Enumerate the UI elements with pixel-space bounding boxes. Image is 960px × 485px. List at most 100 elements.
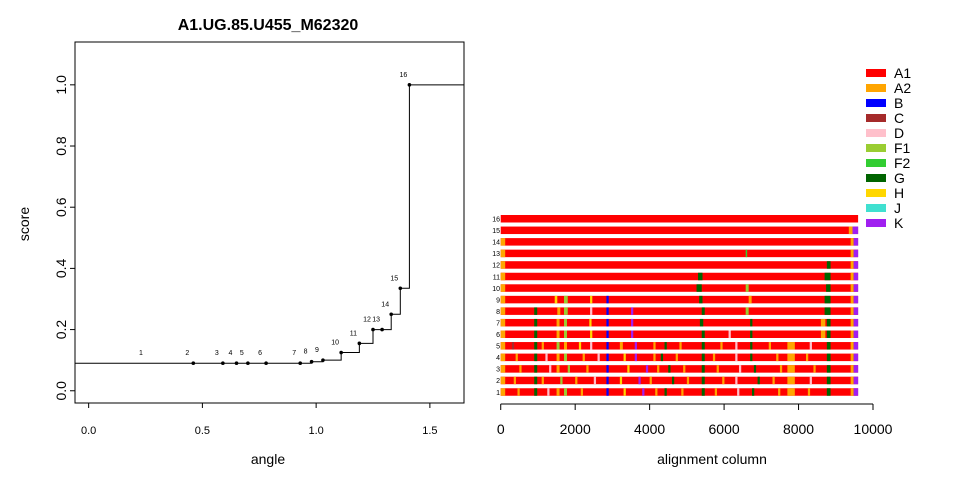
- alignment-segment: [511, 342, 515, 350]
- alignment-segment: [824, 295, 831, 304]
- alignment-row-label: 1: [496, 390, 500, 397]
- legend-label: H: [894, 185, 904, 201]
- alignment-segment: [853, 376, 859, 385]
- alignment-segment: [557, 307, 561, 315]
- alignment-segment: [776, 353, 779, 362]
- alignment-segment: [701, 376, 705, 385]
- alignment-segment: [545, 353, 548, 362]
- alignment-segment: [850, 261, 854, 269]
- alignment-segment: [606, 295, 609, 304]
- alignment-segment: [826, 284, 831, 292]
- alignment-segment: [826, 261, 831, 269]
- alignment-row-label: 16: [492, 217, 500, 224]
- alignment-row-label: 14: [492, 240, 500, 247]
- alignment-segment: [716, 365, 719, 373]
- alignment-segment: [534, 388, 538, 396]
- alignment-segment: [534, 365, 538, 373]
- alignment-segment: [701, 353, 705, 362]
- alignment-segment: [738, 365, 742, 373]
- alignment-segment: [809, 342, 812, 350]
- alignment-row: 3: [496, 365, 859, 374]
- alignment-segment: [534, 330, 538, 338]
- alignment-segment: [853, 365, 859, 373]
- legend-label: B: [894, 95, 903, 111]
- alignment-segment: [645, 365, 649, 373]
- alignment-row-base: [500, 215, 859, 223]
- alignment-segment: [753, 365, 757, 373]
- step-point: [246, 361, 250, 366]
- alignment-segment: [606, 307, 609, 315]
- alignment-segment: [671, 376, 675, 385]
- step-point-label: 4: [229, 350, 233, 357]
- alignment-segment: [826, 342, 831, 350]
- alignment-segment: [638, 376, 641, 385]
- step-line: [75, 84, 464, 364]
- legend-swatch: [866, 129, 886, 137]
- alignment-row: 5: [496, 342, 859, 351]
- alignment-segment: [826, 376, 831, 385]
- alignment-segment: [853, 307, 859, 315]
- step-point: [264, 361, 268, 366]
- step-point-label: 8: [304, 349, 308, 356]
- legend-entry: A2: [866, 80, 911, 96]
- step-plot-y-tick-label: 0.0: [53, 381, 69, 401]
- legend-entry: K: [866, 215, 904, 231]
- alignment-segment: [824, 272, 831, 281]
- alignment-x-axis: 0 2000 4000 6000 8000 10000: [497, 403, 893, 437]
- alignment-row-label: 9: [496, 297, 500, 304]
- alignment-segment: [820, 330, 826, 338]
- alignment-segment: [590, 307, 593, 315]
- alignment-row-label: 13: [492, 251, 500, 258]
- alignment-segment: [597, 353, 600, 362]
- alignment-segment: [850, 376, 854, 385]
- alignment-segment: [850, 342, 854, 350]
- alignment-segment: [578, 342, 582, 350]
- alignment-segment: [664, 388, 667, 396]
- step-point-label: 14: [381, 301, 389, 308]
- step-plot-frame: [74, 41, 465, 404]
- legend-label: K: [894, 215, 904, 231]
- step-point-label: 2: [185, 350, 189, 357]
- alignment-segment: [748, 295, 752, 304]
- step-point: [309, 359, 314, 364]
- legend-swatch: [866, 204, 886, 212]
- alignment-segment: [850, 388, 854, 396]
- legend-swatch: [866, 69, 886, 77]
- alignment-segment: [500, 353, 506, 362]
- alignment-segment: [701, 388, 705, 396]
- alignment-segment: [850, 307, 854, 315]
- alignment-x-tick-label: 2000: [560, 421, 591, 437]
- alignment-segment: [500, 272, 506, 281]
- alignment-row-label: 12: [492, 263, 500, 270]
- alignment-segment: [653, 342, 656, 350]
- alignment-segment: [556, 330, 560, 338]
- alignment-segment: [549, 365, 552, 373]
- alignment-row-base: [500, 376, 859, 385]
- step-point-label: 12: [363, 317, 371, 324]
- alignment-x-tick-label: 0: [497, 421, 505, 437]
- alignment-segment: [750, 342, 753, 350]
- alignment-row: 13: [492, 249, 859, 258]
- legend-label: F2: [894, 155, 911, 171]
- alignment-segment: [679, 342, 682, 350]
- alignment-segment: [852, 226, 859, 235]
- alignment-segment: [500, 284, 506, 292]
- alignment-segment: [554, 295, 558, 304]
- alignment-segment: [500, 261, 506, 269]
- step-point-label: 16: [400, 72, 408, 79]
- alignment-row-label: 8: [496, 309, 500, 316]
- alignment-segment: [714, 388, 718, 396]
- alignment-segment: [853, 261, 859, 269]
- alignment-segment: [556, 388, 560, 396]
- alignment-segment: [547, 388, 550, 396]
- alignment-segment: [712, 353, 716, 362]
- step-plot-x-tick-label: 0.0: [81, 425, 96, 437]
- alignment-segment: [513, 376, 516, 385]
- alignment-segment: [634, 353, 637, 362]
- alignment-row: 6: [496, 330, 859, 339]
- alignment-segment: [631, 318, 634, 327]
- alignment-row-base: [500, 353, 859, 362]
- legend-entry: H: [866, 185, 904, 201]
